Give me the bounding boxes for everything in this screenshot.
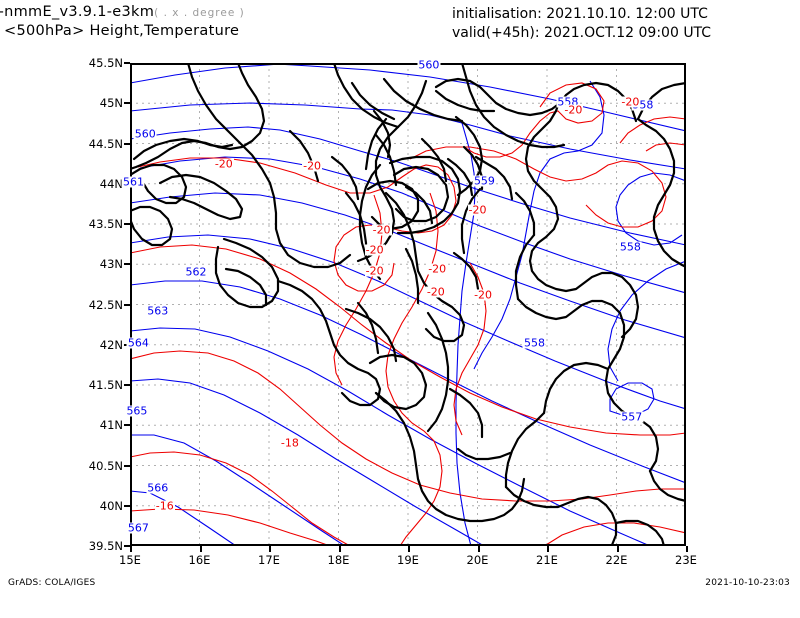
y-axis-tick-mark	[124, 223, 130, 225]
temperature-contour-label: -20	[563, 103, 584, 117]
x-axis-tick-label: 22E	[605, 553, 628, 567]
contour-chart: 39.5N 40N 40.5N 41N 41.5N 42N 42.5N 43N 43.5N 44N…	[89, 56, 697, 567]
y-axis-tick-label: 41N	[99, 418, 123, 433]
y-axis-tick-mark	[124, 424, 130, 427]
height-contour-label: 557	[620, 410, 644, 424]
height-contour-label: 559	[472, 174, 496, 188]
height-contour-label: 562	[184, 265, 208, 279]
footer-source: GrADS: COLA/IGES	[8, 578, 96, 588]
x-axis-tick-label: 23E	[675, 553, 697, 567]
map-canvas	[130, 63, 686, 546]
y-axis-tick-label: 39.5N	[88, 539, 123, 553]
temperature-contour-label: -20	[371, 223, 392, 237]
x-axis-tick-label: 19E	[397, 553, 419, 567]
footer-timestamp: 2021-10-10-23:03	[705, 578, 790, 588]
x-axis-tick-mark	[338, 546, 341, 552]
y-axis-tick-mark	[124, 303, 130, 306]
temperature-contour-label: -20	[620, 95, 641, 109]
x-axis-tick-mark	[547, 546, 549, 552]
temperature-contour-label: -18	[279, 436, 300, 450]
y-axis-tick-mark	[124, 263, 130, 266]
temperature-contour-lines	[130, 82, 686, 546]
y-axis-tick-mark	[124, 384, 130, 386]
height-contour-label: 563	[146, 304, 170, 318]
y-axis-tick-label: 43N	[99, 257, 123, 272]
x-axis-tick-mark	[269, 546, 271, 552]
x-axis-tick-label: 20E	[466, 553, 489, 567]
x-axis-tick-label: 21E	[536, 553, 558, 567]
x-axis-tick-mark	[616, 546, 619, 552]
y-axis-tick-mark	[124, 62, 130, 64]
header-valid-time: valid(+45h): 2021.OCT.12 09:00 UTC	[452, 25, 712, 41]
y-axis-tick-label: 40.5N	[88, 458, 123, 473]
height-contour-label: 558	[618, 240, 642, 254]
height-contour-label: 558	[631, 98, 655, 112]
header-time-block: initialisation: 2021.10.10. 12:00 UTC va…	[452, 5, 711, 43]
x-axis-tick-mark	[130, 546, 132, 552]
height-contour-label: 567	[126, 521, 150, 535]
y-axis-tick-label: 44.5N	[88, 136, 123, 151]
y-axis-tick-label: 42.5N	[88, 297, 123, 312]
height-contour-label: 564	[126, 336, 150, 350]
temperature-contour-label: -20	[213, 157, 234, 171]
y-axis-tick-mark	[124, 504, 130, 507]
y-axis-tick-mark	[124, 142, 130, 145]
x-axis-tick-mark	[686, 546, 688, 552]
temperature-contour-label: -16	[154, 499, 175, 513]
y-axis-tick-mark	[124, 102, 130, 105]
height-contour-label: 566	[146, 481, 170, 495]
y-axis-tick-label: 44N	[99, 176, 123, 191]
y-axis-tick-label: 41.5N	[88, 378, 123, 392]
x-axis-tick-mark	[477, 546, 480, 552]
x-axis-tick-label: 18E	[327, 553, 350, 567]
x-axis-tick-mark	[199, 546, 202, 552]
height-contour-label: 558	[522, 336, 546, 350]
header-model-name: f-nmmE_v3.9.1-e3km	[0, 4, 155, 20]
header-initialisation: initialisation: 2021.10.10. 12:00 UTC	[452, 6, 708, 22]
x-axis-tick-label: 17E	[258, 553, 280, 567]
temperature-contour-label: -20	[425, 285, 446, 299]
y-axis-tick-label: 40N	[99, 498, 123, 513]
x-axis-tick-label: 15E	[119, 553, 141, 567]
y-axis-tick-label: 43.5N	[88, 217, 123, 231]
temperature-contour-label: -20	[364, 243, 385, 257]
temperature-contour-label: -20	[467, 203, 488, 216]
temperature-contour-label: -20	[427, 262, 448, 276]
height-contour-label: 558	[556, 95, 580, 109]
y-axis-tick-mark	[124, 464, 130, 467]
y-axis-tick-label: 42N	[99, 337, 123, 352]
height-contour-label: 560	[417, 58, 441, 72]
x-axis-tick-mark	[408, 546, 410, 552]
header-model-dims: ( . x . degree )	[154, 7, 245, 19]
x-axis-tick-label: 16E	[188, 553, 211, 567]
y-axis-tick-mark	[124, 545, 130, 547]
plot-frame	[130, 63, 686, 546]
y-axis-tick-label: 45N	[99, 96, 123, 111]
temperature-contour-label: -20	[302, 159, 323, 173]
header-model-block: f-nmmE_v3.9.1-e3km( . x . degree ) <500h…	[0, 4, 245, 39]
height-contour-lines	[130, 63, 686, 546]
temperature-contour-label: -20	[364, 264, 385, 278]
height-contour-label: 560	[133, 127, 157, 141]
header-level-params: <500hPa> Height,Temperature	[4, 23, 240, 39]
height-contour-label: 565	[125, 404, 149, 418]
y-axis-tick-label: 45.5N	[88, 56, 123, 70]
temperature-contour-label: -20	[473, 288, 494, 302]
height-contour-label: 561	[121, 175, 145, 189]
